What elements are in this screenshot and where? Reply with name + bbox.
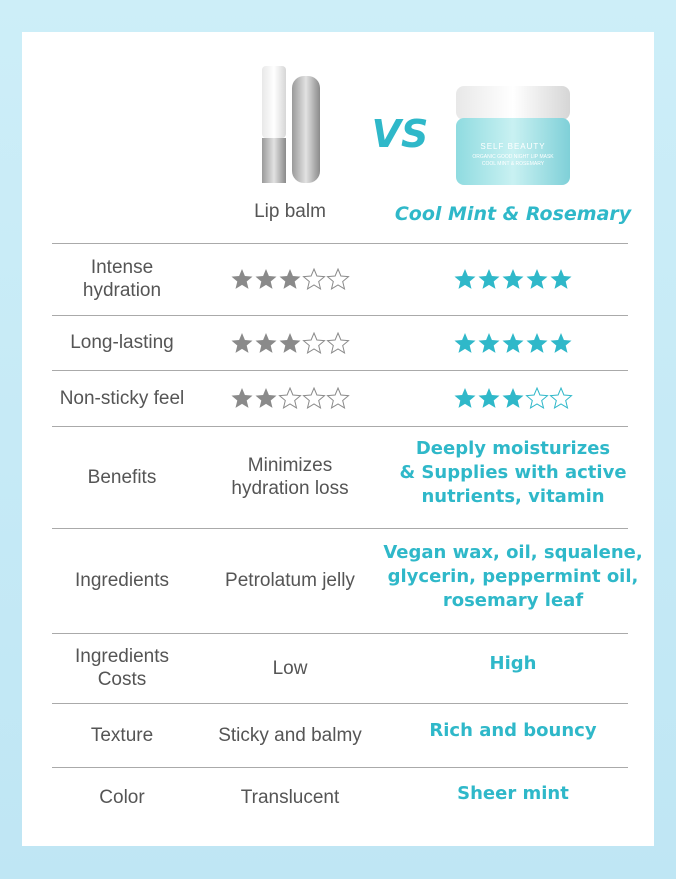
lip-balm-value: Low <box>272 657 308 679</box>
star-rating <box>454 332 572 353</box>
mint-value: High <box>489 653 537 674</box>
star <box>454 269 476 289</box>
star <box>525 386 549 409</box>
row-divider <box>52 633 628 634</box>
star <box>478 332 500 353</box>
star <box>478 388 500 408</box>
row-divider <box>52 767 628 768</box>
row-label: Non-sticky feel <box>59 387 185 409</box>
jar-line: ORGANIC GOOD NIGHT LIP MASK <box>472 154 554 160</box>
row-label: Long-lasting <box>70 332 174 353</box>
star <box>231 332 253 353</box>
star <box>279 269 301 289</box>
vs: VS <box>371 112 429 156</box>
jar-line: COOL MINT & ROSEMARY <box>481 161 545 167</box>
row-label: Intense hydration <box>82 257 162 301</box>
star-rating <box>454 386 573 409</box>
row-divider <box>52 703 628 704</box>
star <box>302 267 326 290</box>
lip-balm-value: Petrolatum jelly <box>225 570 355 591</box>
star <box>454 332 476 353</box>
row-label: Texture <box>90 724 154 746</box>
star <box>278 386 302 409</box>
star <box>526 332 548 353</box>
comparison-card: SELF BEAUTY ORGANIC GOOD NIGHT LIP MASK … <box>22 32 654 846</box>
star <box>255 269 277 289</box>
row-label: Color <box>99 787 145 808</box>
row-divider <box>52 426 628 427</box>
jar-body <box>456 118 570 185</box>
star-rating <box>231 331 350 354</box>
balm-base <box>262 138 286 183</box>
star <box>255 332 277 353</box>
row-divider <box>52 315 628 316</box>
right-product: Cool Mint & Rosemary <box>394 203 632 225</box>
star <box>549 386 573 409</box>
star <box>478 269 500 289</box>
row-label: Benefits <box>87 466 157 488</box>
star <box>526 269 548 289</box>
left-product: Lip balm <box>254 201 326 222</box>
lip-balm-value: Translucent <box>240 787 340 808</box>
row-divider <box>52 243 628 244</box>
star-rating <box>231 386 350 409</box>
row-label: Ingredients Costs <box>74 646 169 690</box>
star <box>326 267 350 290</box>
star <box>502 388 524 408</box>
star <box>502 269 524 289</box>
star <box>255 388 277 408</box>
mint-value: Sheer mint <box>457 782 569 804</box>
mint-value: Deeply moisturizes & Supplies with activ… <box>399 438 627 507</box>
jar-brand: SELF BEAUTY <box>480 142 546 151</box>
row-divider <box>52 528 628 529</box>
star <box>279 332 301 353</box>
balm-tube <box>292 76 320 183</box>
star <box>231 388 253 408</box>
star-rating <box>231 267 350 290</box>
row-divider <box>52 370 628 371</box>
star <box>326 386 350 409</box>
lip-balm-value: Sticky and balmy <box>218 724 362 746</box>
lip-balm-value: Minimizes hydration loss <box>231 455 349 499</box>
jar-lid <box>456 86 570 120</box>
row-label: Ingredients <box>74 570 169 591</box>
mint-value: Vegan wax, oil, squalene, glycerin, pepp… <box>383 541 643 611</box>
star <box>502 332 524 353</box>
product-images <box>262 66 570 185</box>
star <box>550 269 572 289</box>
star <box>231 269 253 289</box>
star <box>550 332 572 353</box>
star <box>302 386 326 409</box>
star <box>454 388 476 408</box>
mint-value: Rich and bouncy <box>429 720 597 741</box>
star <box>326 331 350 354</box>
star-rating <box>454 269 572 289</box>
balm-cap <box>262 66 286 138</box>
star <box>302 331 326 354</box>
